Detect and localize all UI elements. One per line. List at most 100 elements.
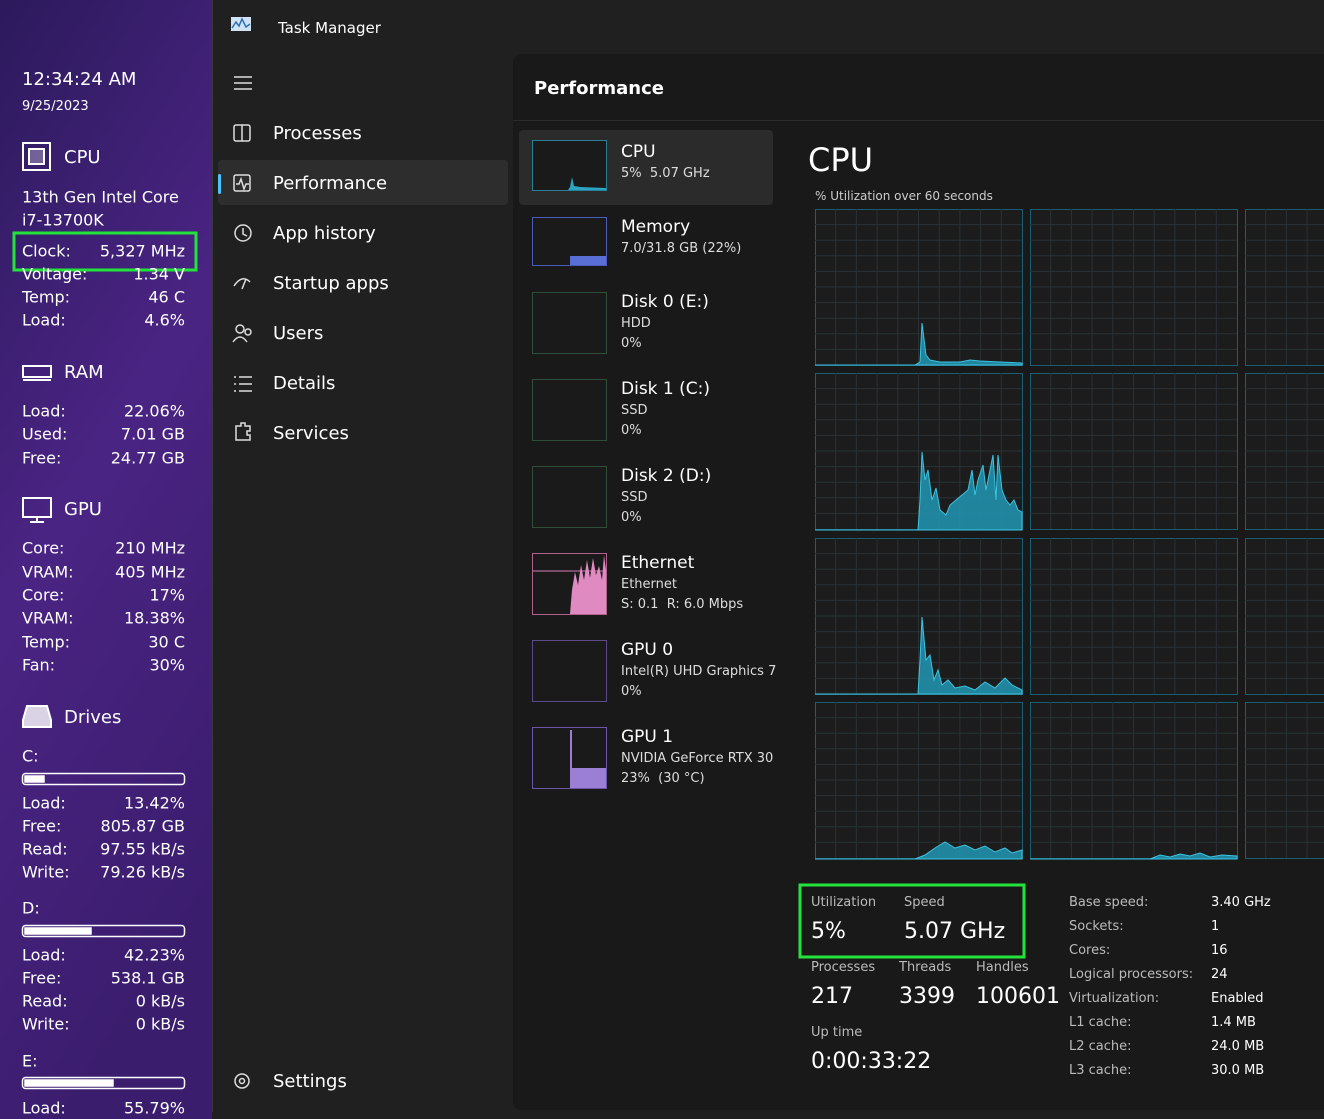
page-header: Performance xyxy=(534,78,664,100)
clock-date: 9/25/2023 xyxy=(22,99,89,115)
device-detail: Intel(R) UHD Graphics 7 xyxy=(621,664,777,680)
nav-accent xyxy=(218,174,221,194)
device-name[interactable]: GPU 0 xyxy=(621,639,674,660)
nav-item[interactable]: Users xyxy=(273,323,324,345)
spec-label: Virtualization: xyxy=(1069,991,1160,1007)
drive-label: E: xyxy=(22,1051,38,1071)
cpu-model: 13th Gen Intel Core xyxy=(22,187,179,207)
device-name[interactable]: CPU xyxy=(621,141,656,162)
spec-value: 1 xyxy=(1211,919,1220,935)
cpu-graph-areas xyxy=(815,322,1238,860)
nav-item[interactable]: Startup apps xyxy=(273,273,389,295)
stat-label: Core: xyxy=(22,538,65,558)
nav-item[interactable]: App history xyxy=(273,223,376,245)
drive-bars xyxy=(21,772,186,1090)
graph-cell xyxy=(1245,373,1324,530)
stat-value: 13.42% xyxy=(123,793,185,813)
stat-label: Load: xyxy=(22,793,66,813)
stat-label: Load: xyxy=(22,310,66,330)
spec-label: Sockets: xyxy=(1069,919,1124,935)
stat-value: 217 xyxy=(811,983,853,1009)
nav-settings[interactable]: Settings xyxy=(273,1071,347,1093)
stat-label: Utilization xyxy=(811,895,877,911)
stat-value: 1.34 V xyxy=(133,264,185,284)
stat-label: Threads xyxy=(899,960,952,976)
stat-label: Free: xyxy=(22,448,62,468)
graph-label: % Utilization over 60 seconds xyxy=(815,188,993,203)
device-detail: 23% (30 °C) xyxy=(621,771,705,787)
stat-value: 97.55 kB/s xyxy=(100,839,185,859)
highlight-box xyxy=(798,883,1026,959)
spec-value: 16 xyxy=(1211,943,1228,959)
spec-value: 30.0 MB xyxy=(1211,1063,1265,1079)
stat-label: Load: xyxy=(22,1098,66,1118)
device-name[interactable]: Disk 1 (C:) xyxy=(621,378,711,399)
section-title: CPU xyxy=(64,147,101,169)
stat-value: 210 MHz xyxy=(115,538,185,558)
clock-time: 12:34:24 AM xyxy=(22,69,137,91)
stat-value: 22.06% xyxy=(123,401,185,421)
stat-label: Read: xyxy=(22,839,68,859)
stat-label: Clock: xyxy=(22,241,71,261)
menu-icon[interactable] xyxy=(234,76,252,90)
stat-value: 30% xyxy=(149,655,185,675)
device-detail: 7.0/31.8 GB (22%) xyxy=(621,241,742,257)
graph-cell xyxy=(1245,209,1324,366)
stat-value: 100601 xyxy=(976,983,1060,1009)
device-name[interactable]: GPU 1 xyxy=(621,726,674,747)
nav-item[interactable]: Processes xyxy=(273,123,362,145)
device-detail: S: 0.1 R: 6.0 Mbps xyxy=(621,597,744,613)
graph-cell xyxy=(1030,209,1238,366)
highlight-box xyxy=(12,231,198,272)
stat-value: 0:00:33:22 xyxy=(811,1048,932,1074)
section-title: RAM xyxy=(64,362,104,384)
widget-icons xyxy=(22,142,52,728)
stat-label: Voltage: xyxy=(22,264,88,284)
stat-label: Handles xyxy=(976,960,1029,976)
graph-cell xyxy=(1030,702,1238,859)
graph-cell xyxy=(815,538,1023,695)
device-detail: NVIDIA GeForce RTX 30 xyxy=(621,751,774,767)
stat-label: Write: xyxy=(22,862,70,882)
stat-value: 5% xyxy=(811,918,846,944)
stat-value: 30 C xyxy=(148,632,185,652)
stat-label: Used: xyxy=(22,424,68,444)
device-detail: 0% xyxy=(621,510,642,526)
stat-value: 24.77 GB xyxy=(110,448,185,468)
nav-item[interactable]: Details xyxy=(273,373,336,395)
spec-value: Enabled xyxy=(1211,991,1264,1007)
device-detail: Ethernet xyxy=(621,577,677,593)
cpu-graphs xyxy=(815,209,1324,859)
stat-value: 46 C xyxy=(148,287,185,307)
stat-label: VRAM: xyxy=(22,562,74,582)
stat-value: 805.87 GB xyxy=(100,816,185,836)
stat-label: Core: xyxy=(22,585,65,605)
stat-value: 79.26 kB/s xyxy=(100,862,185,882)
spec-label: Logical processors: xyxy=(1069,967,1194,983)
stat-label: Write: xyxy=(22,1014,70,1034)
spec-label: Base speed: xyxy=(1069,895,1149,911)
cpu-model: i7-13700K xyxy=(22,210,104,230)
stat-value: 17% xyxy=(149,585,185,605)
stat-label: Processes xyxy=(811,960,876,976)
stat-label: Up time xyxy=(811,1025,863,1041)
spec-label: L3 cache: xyxy=(1069,1063,1132,1079)
device-name[interactable]: Memory xyxy=(621,216,691,237)
nav-item[interactable]: Services xyxy=(273,423,349,445)
drive-label: C: xyxy=(22,746,39,766)
window-title: Task Manager xyxy=(278,19,381,37)
section-title: Drives xyxy=(64,707,122,729)
stat-value: 7.01 GB xyxy=(120,424,185,444)
graph-cell xyxy=(815,209,1023,366)
nav-item[interactable]: Performance xyxy=(273,173,388,195)
device-name[interactable]: Disk 0 (E:) xyxy=(621,291,709,312)
device-name[interactable]: Ethernet xyxy=(621,552,695,573)
device-detail: HDD xyxy=(621,316,651,332)
stat-label: Free: xyxy=(22,968,62,988)
nav-icons xyxy=(232,124,252,1089)
stat-value: 18.38% xyxy=(123,608,185,628)
device-detail: 0% xyxy=(621,684,642,700)
device-name[interactable]: Disk 2 (D:) xyxy=(621,465,712,486)
stat-label: Temp: xyxy=(22,287,71,307)
